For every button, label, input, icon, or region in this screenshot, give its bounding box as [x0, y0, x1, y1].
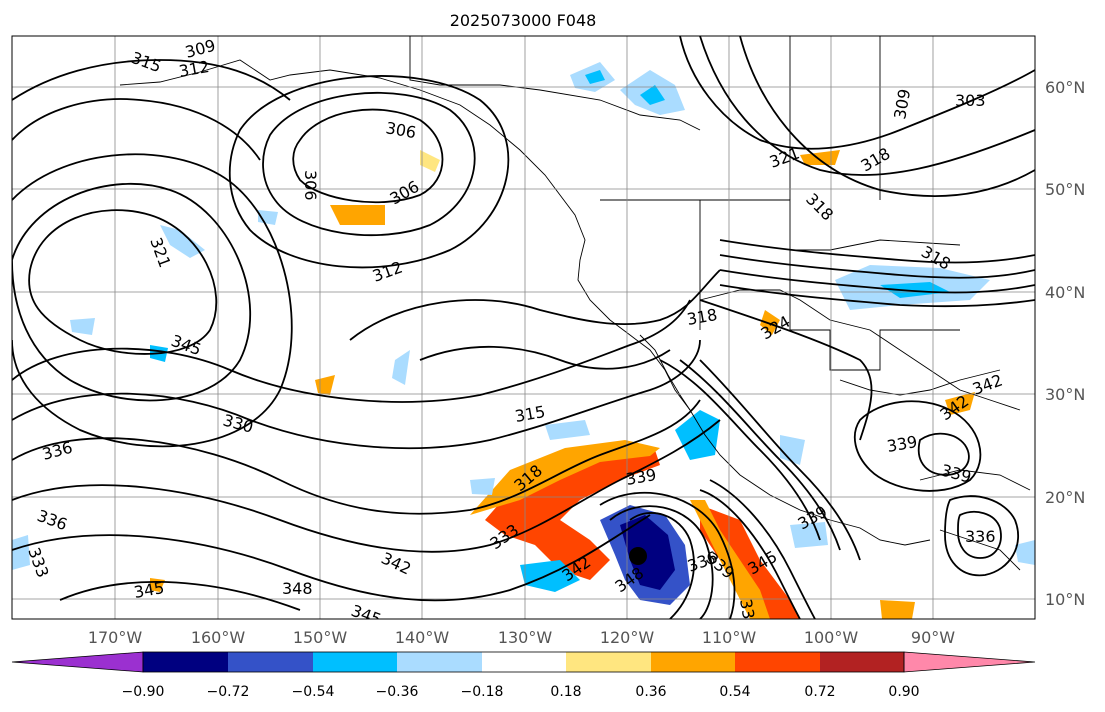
lon-label: 170°W [88, 628, 143, 647]
map-panel: 315 309 312 306 306 306 303 309 321 318 … [12, 36, 1035, 620]
colorbar-bin [651, 652, 735, 672]
colorbar-extend-low [11, 651, 144, 673]
contour-label: 33 [736, 597, 758, 620]
colorbar-bin [566, 652, 651, 672]
graticule [12, 36, 1035, 619]
colorbar-bin [397, 652, 482, 672]
contour-label: 306 [301, 170, 320, 201]
lat-label: 50°N [1045, 180, 1085, 199]
lat-label: 40°N [1045, 283, 1085, 302]
lon-label: 120°W [600, 628, 655, 647]
lat-label: 20°N [1045, 488, 1085, 507]
map-frame [11, 35, 1036, 620]
colorbar-tick: −0.90 [122, 684, 165, 700]
shading-negative [12, 62, 1035, 605]
colorbar-tick: 0.90 [888, 684, 919, 700]
lon-label: 90°W [911, 628, 955, 647]
map-title: 2025073000 F048 [450, 11, 597, 30]
lat-label: 30°N [1045, 385, 1085, 404]
colorbar-ticks: −0.90 −0.72 −0.54 −0.36 −0.18 0.18 0.36 … [122, 684, 920, 700]
lon-label: 100°W [804, 628, 859, 647]
coastlines [119, 36, 1031, 571]
colorbar-tick: 0.18 [550, 684, 581, 700]
colorbar: −0.90 −0.72 −0.54 −0.36 −0.18 0.18 0.36 … [11, 651, 1036, 700]
colorbar-tick: −0.18 [461, 684, 504, 700]
colorbar-tick: −0.72 [207, 684, 250, 700]
lat-label: 10°N [1045, 590, 1085, 609]
colorbar-bin [820, 652, 904, 672]
contours [12, 36, 1035, 619]
longitude-labels: 170°W 160°W 150°W 140°W 130°W 120°W 110°… [88, 628, 955, 647]
contour-label: 336 [965, 527, 996, 546]
colorbar-bin [143, 652, 228, 672]
contour-label: 303 [955, 91, 986, 110]
colorbar-bin [735, 652, 820, 672]
shading-positive [150, 150, 975, 619]
lon-label: 140°W [395, 628, 450, 647]
colorbar-tick: 0.54 [719, 684, 750, 700]
colorbar-tick: −0.36 [376, 684, 419, 700]
colorbar-extend-high [903, 651, 1036, 673]
colorbar-bin [482, 652, 566, 672]
latitude-labels: 60°N 50°N 40°N 30°N 20°N 10°N [1045, 78, 1085, 609]
colorbar-tick: 0.72 [804, 684, 835, 700]
storm-center-marker [629, 547, 647, 565]
colorbar-bin [228, 652, 313, 672]
lat-label: 60°N [1045, 78, 1085, 97]
lon-label: 110°W [702, 628, 757, 647]
lon-label: 130°W [498, 628, 553, 647]
colorbar-tick: −0.54 [292, 684, 335, 700]
lon-label: 160°W [191, 628, 246, 647]
contour-label: 348 [282, 579, 313, 598]
colorbar-bin [313, 652, 397, 672]
colorbar-tick: 0.36 [635, 684, 666, 700]
lon-label: 150°W [293, 628, 348, 647]
